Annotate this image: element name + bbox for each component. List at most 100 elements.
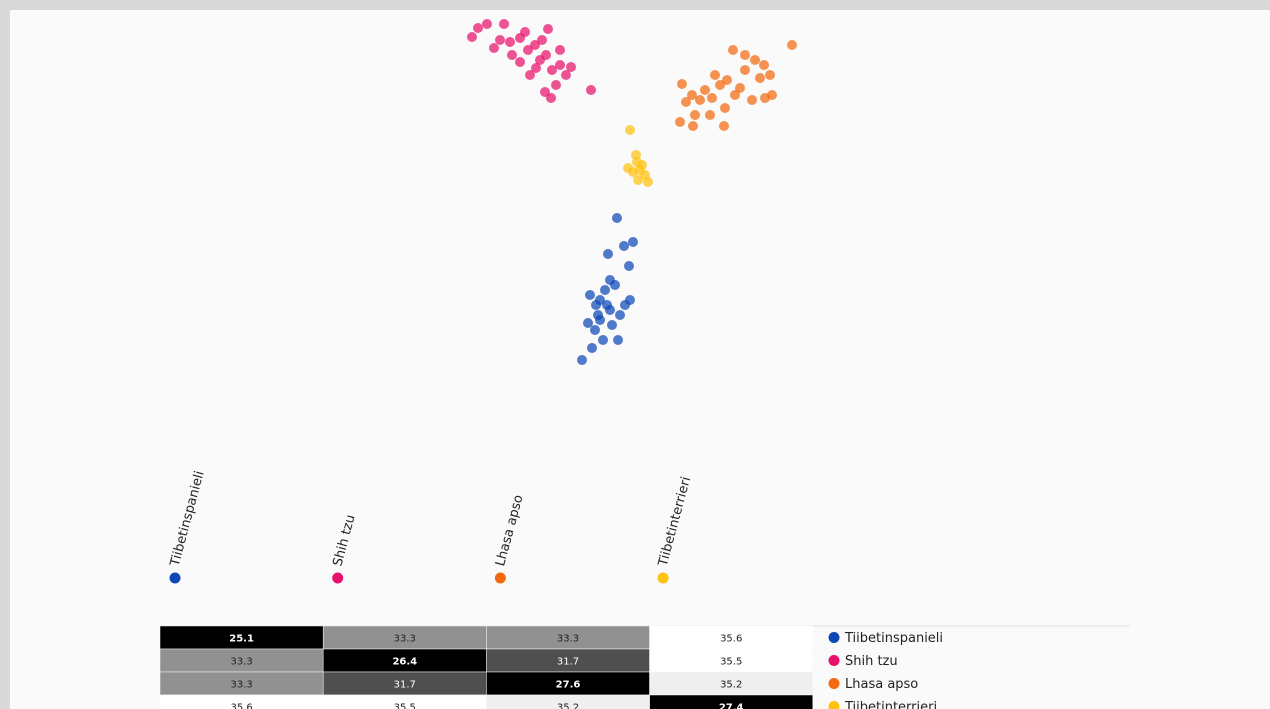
cell-value: 35.5 xyxy=(720,657,742,668)
cell-value: 31.7 xyxy=(557,657,579,668)
point xyxy=(735,83,745,93)
point xyxy=(612,213,622,223)
point xyxy=(625,125,635,135)
point xyxy=(765,70,775,80)
point xyxy=(598,335,608,345)
cell-value: 35.6 xyxy=(230,703,252,709)
point xyxy=(587,343,597,353)
legend-label: Shih tzu xyxy=(845,654,898,669)
panel xyxy=(10,10,1270,709)
point xyxy=(787,40,797,50)
point xyxy=(541,50,551,60)
point xyxy=(561,70,571,80)
point xyxy=(555,45,565,55)
cell-value: 35.2 xyxy=(557,703,579,709)
point xyxy=(623,163,633,173)
cell-value: 27.6 xyxy=(556,680,581,691)
point xyxy=(728,45,738,55)
point xyxy=(591,300,601,310)
point xyxy=(613,335,623,345)
point xyxy=(600,285,610,295)
point xyxy=(583,318,593,328)
point xyxy=(603,249,613,259)
point xyxy=(551,80,561,90)
point xyxy=(467,32,477,42)
point xyxy=(755,73,765,83)
point xyxy=(546,93,556,103)
legend-dot xyxy=(828,655,840,666)
point xyxy=(489,43,499,53)
label-dot xyxy=(657,572,669,584)
label-dot xyxy=(169,572,181,584)
point xyxy=(722,75,732,85)
cell-value: 33.3 xyxy=(230,680,252,691)
point xyxy=(720,103,730,113)
point xyxy=(473,23,483,33)
point xyxy=(590,325,600,335)
point xyxy=(740,50,750,60)
point xyxy=(602,300,612,310)
label-dot xyxy=(494,572,506,584)
point xyxy=(537,35,547,45)
point xyxy=(523,45,533,55)
point xyxy=(705,110,715,120)
point xyxy=(631,150,641,160)
point xyxy=(520,27,530,37)
point xyxy=(555,60,565,70)
point xyxy=(530,40,540,50)
point xyxy=(700,85,710,95)
point xyxy=(628,237,638,247)
point xyxy=(505,37,515,47)
point xyxy=(585,290,595,300)
legend-label: Lhasa apso xyxy=(845,677,918,692)
point xyxy=(730,90,740,100)
point xyxy=(760,93,770,103)
cell-value: 33.3 xyxy=(394,634,416,645)
point xyxy=(515,57,525,67)
point xyxy=(750,55,760,65)
point xyxy=(687,90,697,100)
point xyxy=(507,50,517,60)
point xyxy=(615,310,625,320)
point xyxy=(759,60,769,70)
heat-cell xyxy=(649,694,814,709)
cell-value: 27.4 xyxy=(719,703,744,709)
point xyxy=(740,65,750,75)
point xyxy=(643,177,653,187)
legend-label: Tiibetinterrieri xyxy=(844,700,937,709)
point xyxy=(681,97,691,107)
point xyxy=(547,65,557,75)
point xyxy=(715,80,725,90)
point xyxy=(499,19,509,29)
point xyxy=(619,241,629,251)
point xyxy=(625,295,635,305)
point xyxy=(482,19,492,29)
point xyxy=(586,85,596,95)
legend-dot xyxy=(828,678,840,689)
label-dot xyxy=(332,572,344,584)
point xyxy=(633,175,643,185)
point xyxy=(637,160,647,170)
cell-value: 35.2 xyxy=(720,680,742,691)
legend-dot xyxy=(828,632,840,643)
cell-value: 35.5 xyxy=(394,703,416,709)
cell-value: 33.3 xyxy=(230,657,252,668)
point xyxy=(525,70,535,80)
point xyxy=(595,315,605,325)
point xyxy=(695,95,705,105)
point xyxy=(543,24,553,34)
point xyxy=(566,62,576,72)
cell-value: 35.6 xyxy=(720,634,742,645)
cell-value: 33.3 xyxy=(557,634,579,645)
point xyxy=(710,70,720,80)
point xyxy=(719,121,729,131)
cell-value: 25.1 xyxy=(229,634,254,645)
point xyxy=(690,110,700,120)
point xyxy=(605,275,615,285)
point xyxy=(707,93,717,103)
point xyxy=(495,35,505,45)
cell-value: 31.7 xyxy=(394,680,416,691)
point xyxy=(747,95,757,105)
legend-label: Tiibetinspanieli xyxy=(844,631,943,646)
